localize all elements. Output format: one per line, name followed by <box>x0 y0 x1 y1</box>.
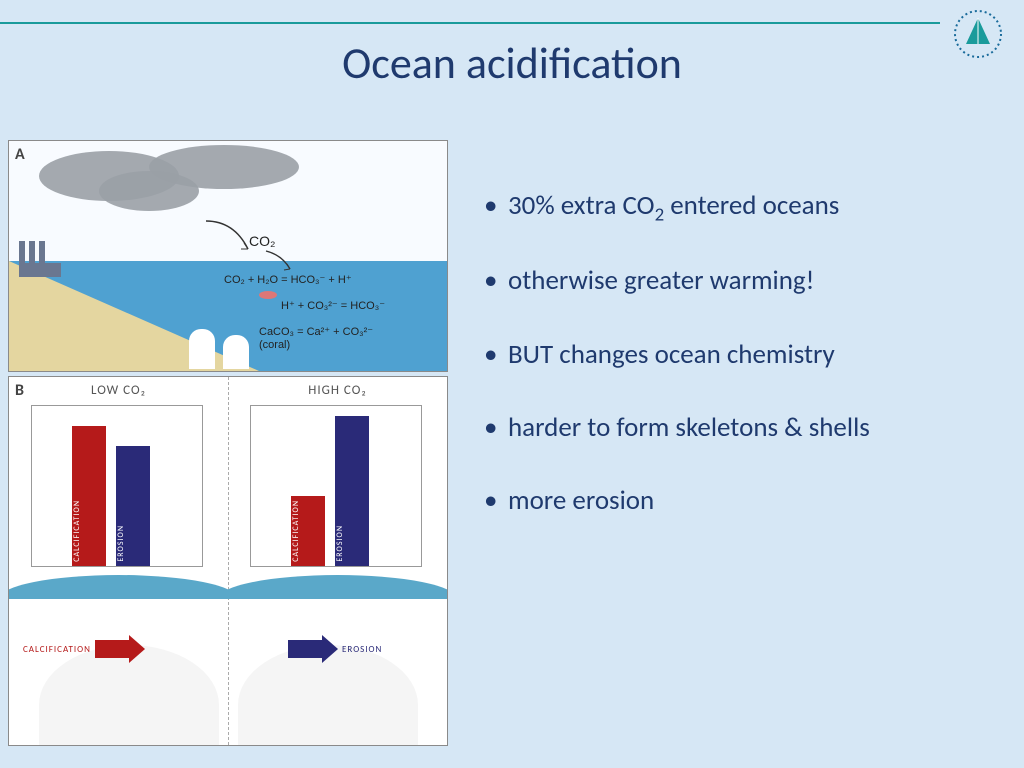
panel-b-high: HIGH CO₂ CALCIFICATION EROSION EROSION <box>228 377 447 745</box>
factory-icon <box>19 241 49 268</box>
erosion-arrow: EROSION <box>288 635 382 663</box>
calcification-arrow: CALCIFICATION <box>23 635 145 663</box>
panel-a: CO₂ CO₂ + H₂O = HCO₃⁻ + H⁺ H⁺ + CO₃²⁻ = … <box>8 140 448 372</box>
panel-a-label: A <box>15 145 25 164</box>
bullet-item: harder to form skeletons & shells <box>480 402 1000 453</box>
panel-b-low: LOW CO₂ CALCIFICATION EROSION CALCIFICAT… <box>9 377 229 745</box>
bullet-item: BUT changes ocean chemistry <box>480 329 1000 380</box>
bullet-item: 30% extra CO2 entered oceans <box>480 180 1000 233</box>
low-co2-chart: CALCIFICATION EROSION <box>31 405 203 567</box>
bar-erosion-low: EROSION <box>116 446 150 566</box>
header-rule <box>0 22 940 24</box>
bullet-item: more erosion <box>480 475 1000 526</box>
figure-column: CO₂ CO₂ + H₂O = HCO₃⁻ + H⁺ H⁺ + CO₃²⁻ = … <box>8 140 448 746</box>
bar-calcification-low: CALCIFICATION <box>72 426 106 566</box>
slide-title: Ocean acidification <box>0 36 1024 90</box>
bar-erosion-high: EROSION <box>335 416 369 566</box>
bullet-item: otherwise greater warming! <box>480 255 1000 306</box>
bar-calcification-high: CALCIFICATION <box>291 496 325 566</box>
slide: Ocean acidification CO₂ CO₂ + H₂O = HCO₃… <box>0 0 1024 768</box>
high-co2-chart: CALCIFICATION EROSION <box>250 405 422 567</box>
bullet-list: 30% extra CO2 entered oceans otherwise g… <box>480 180 1000 549</box>
panel-b: B LOW CO₂ CALCIFICATION EROSION CALCIFIC… <box>8 376 448 746</box>
